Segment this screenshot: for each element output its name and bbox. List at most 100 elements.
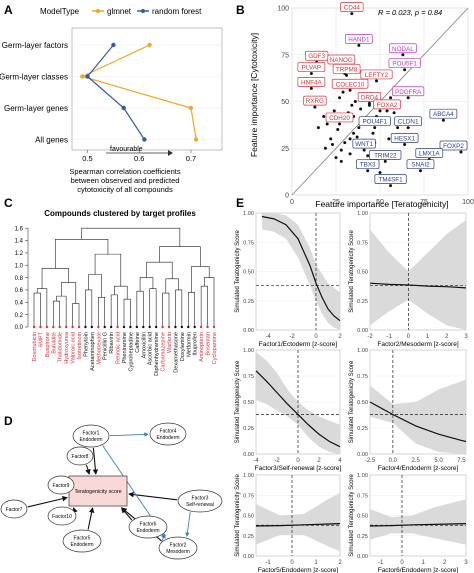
causal-edge-blue — [161, 533, 166, 542]
series-point — [111, 42, 116, 48]
y-tick-label: 1.0 — [15, 263, 24, 269]
panel-d-diagram: Teratogenicity scoreFactor1EndodermFacto… — [0, 422, 223, 560]
label-box — [357, 92, 382, 102]
scatter-point — [359, 107, 363, 111]
series-point — [147, 42, 152, 48]
panel-b-stats: R = 0.023, p = 0.84 — [378, 8, 442, 17]
series-line-random-forest — [86, 44, 145, 140]
scatter-point — [387, 137, 391, 141]
leaf-label: Doxorubicin — [32, 332, 38, 362]
x-tick-label: -2.5 — [365, 458, 376, 464]
dendrogram-branch — [187, 292, 196, 327]
x-tick-label: -2 — [274, 458, 280, 464]
series-point — [85, 74, 90, 79]
confidence-band — [370, 499, 466, 545]
scatter-point — [366, 169, 370, 173]
teratogenicity-score-node — [68, 475, 128, 507]
legend-title: ModelType — [40, 7, 80, 16]
scatter-point — [357, 126, 361, 130]
leaf-marker — [122, 325, 126, 329]
gene-label: WNT1 — [355, 141, 373, 148]
factor-node-f4 — [149, 422, 187, 446]
panel-e-charts: -4 -2 0 20.000.250.500.751.00Factor1/Ectode… — [235, 211, 468, 573]
legend-glmnet-dot — [96, 9, 100, 13]
y-tick-label: 0.25 — [243, 299, 254, 305]
x-tick-label: 2 — [338, 334, 342, 340]
label-box — [360, 69, 393, 80]
x-tick-label: 100 — [462, 199, 474, 206]
y-tick-label: 0.00 — [357, 452, 368, 458]
label-box — [415, 148, 444, 158]
factor-node-label: Endoderm — [156, 435, 179, 441]
leaf-marker — [39, 325, 42, 329]
leaf-label: Buspirone — [45, 332, 51, 357]
scatter-point — [378, 109, 382, 113]
subplot-2: -2 -1 0 1 2 3 0.00 0.25 0.50 0.75 1.00 Factor2/Meso… — [349, 211, 468, 348]
factor-node-label: Factor7 — [6, 507, 23, 513]
leaf-marker — [135, 325, 139, 329]
y-tick-label: 0.25 — [243, 426, 254, 432]
dendrogram-branch — [85, 289, 93, 327]
dendrogram-branch — [146, 261, 173, 279]
factor-node-label: Mesoderm — [166, 549, 190, 555]
subplot-xlabel: Factor3/Self-renewal [z-score] — [255, 465, 342, 472]
dendrogram-branch — [191, 266, 210, 293]
x-tick-label: 25 — [332, 199, 340, 206]
scatter-point — [367, 101, 371, 105]
scatter-point — [362, 148, 366, 152]
leaf-label: Doxylamine — [180, 332, 186, 361]
gene-label: PDGFRA — [395, 89, 422, 96]
label-box — [406, 159, 435, 170]
panel-a-legend: ModelType glmnet random forest — [40, 7, 202, 16]
x-tick-label: 0 — [314, 334, 318, 340]
x-tick-label: -2 — [367, 334, 373, 340]
gene-label: FOXA2 — [377, 102, 398, 109]
gene-label: TBX3 — [360, 162, 376, 169]
y-tick-label: 0.25 — [357, 426, 368, 432]
dendrogram-branch — [36, 288, 48, 327]
leaf-label: Isotretinoin — [77, 332, 83, 359]
scatter-point — [406, 96, 410, 100]
category-label: Germ-layer genes — [4, 104, 68, 113]
y-tick-label: 0.25 — [357, 299, 368, 305]
x-tick-label: -1 — [265, 560, 271, 566]
x-tick-label: -4 — [265, 334, 271, 340]
dendrogram-branch — [162, 292, 170, 327]
gene-label: POU4F1 — [362, 119, 387, 126]
scatter-point — [316, 126, 320, 130]
leaf-marker — [174, 325, 177, 329]
scatter-point — [350, 103, 354, 107]
subplot-xlabel: Factor5/Endoderm [z-score] — [258, 567, 339, 573]
legend-rf-dot — [141, 9, 145, 13]
y-tick-label: 0.2 — [15, 313, 24, 319]
leaf-marker — [161, 325, 164, 329]
label-box — [331, 78, 369, 89]
dendrogram-branch — [149, 288, 157, 327]
series-point — [188, 105, 194, 111]
dendrogram-branch — [56, 295, 67, 327]
leaf-label: Amoxicillin — [141, 332, 147, 358]
leaf-marker — [64, 325, 68, 329]
subplot-xlabel: Factor4/Endoderm [z-score] — [378, 465, 459, 472]
gene-label: HNF4A — [301, 79, 322, 86]
label-box — [388, 58, 421, 69]
scatter-point — [348, 152, 352, 156]
scatter-point — [345, 73, 349, 77]
scatter-point — [338, 122, 342, 126]
panel-label-e: E — [236, 196, 244, 210]
subplot-xlabel: Factor6/Endoderm [z-score] — [378, 567, 459, 573]
leaf-label: Phenytoin — [83, 332, 89, 357]
scatter-point — [459, 150, 463, 154]
y-tick-label: 0.8 — [15, 276, 24, 282]
factor-node-f2 — [158, 536, 198, 560]
series-line-glmnet — [80, 44, 197, 140]
label-box — [303, 95, 327, 106]
y-tick-label: 1.00 — [357, 348, 368, 354]
scatter-point — [418, 169, 422, 173]
x-tick-label: 3 — [464, 334, 468, 340]
dendrogram-branch — [61, 282, 77, 304]
leaf-marker — [129, 325, 132, 329]
factor-node-f8 — [66, 446, 94, 466]
causal-edge — [128, 491, 178, 501]
scatter-point — [403, 143, 407, 147]
